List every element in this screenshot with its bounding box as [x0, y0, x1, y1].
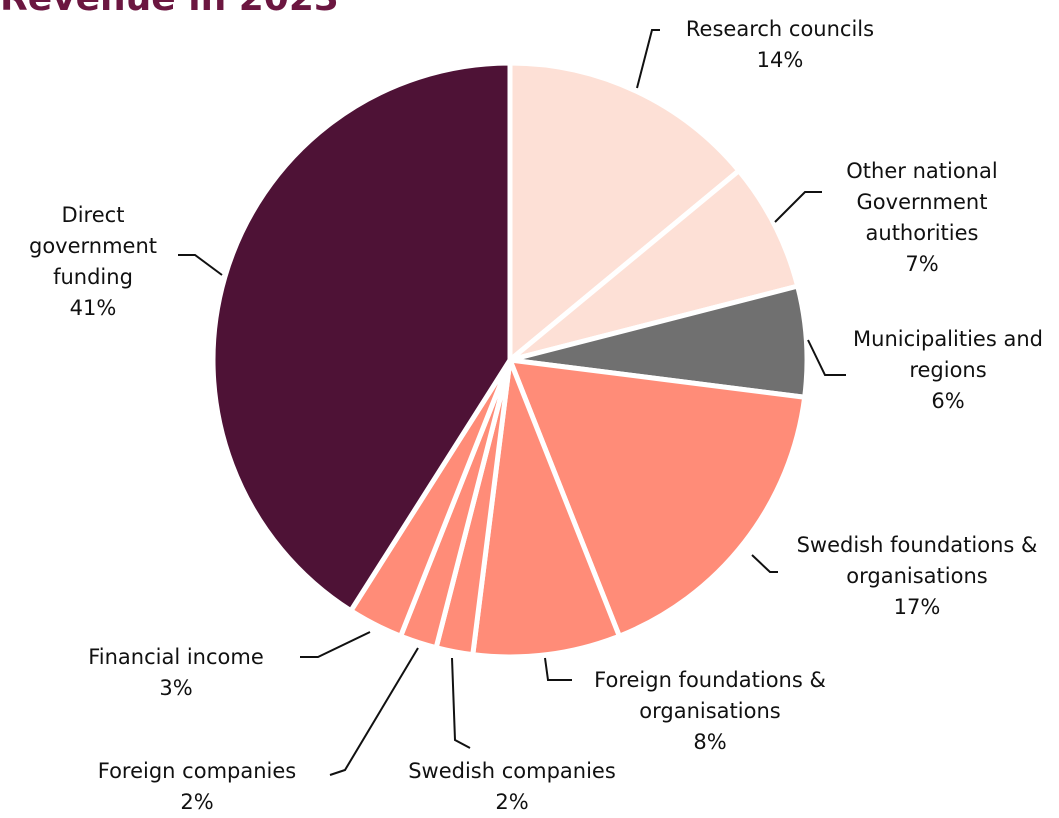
value-label: 2%	[495, 790, 529, 814]
category-label: Research councils	[685, 17, 875, 41]
value-label: 3%	[159, 676, 193, 700]
slice-label: Municipalities and regions 6%	[853, 324, 1043, 417]
slice-label: Financial income 3%	[46, 642, 306, 704]
category-label: Municipalities and regions	[853, 327, 1043, 382]
leader-line	[774, 191, 822, 223]
leader-line	[751, 554, 778, 573]
value-label: 6%	[931, 389, 965, 413]
leader-line	[807, 339, 846, 376]
pie-slice	[470, 357, 622, 660]
value-label: 41%	[69, 296, 117, 320]
slice-label: Other national Government authorities 7%	[822, 156, 1022, 280]
slice-label: Foreign companies 2%	[57, 756, 337, 818]
value-label: 7%	[905, 252, 939, 276]
leader-lines	[178, 29, 846, 776]
pie	[210, 60, 810, 660]
leader-line	[329, 647, 419, 776]
pie-slice	[507, 357, 808, 639]
slice-label: Swedish foundations & organisations 17%	[777, 530, 1057, 623]
value-label: 2%	[180, 790, 214, 814]
slice-label: Swedish companies 2%	[372, 756, 652, 818]
leader-line	[451, 657, 471, 749]
leader-line	[636, 29, 660, 89]
pie-slice	[210, 60, 513, 614]
pie-slice	[507, 60, 742, 363]
category-label: Swedish companies	[408, 759, 616, 783]
leader-line	[544, 657, 572, 681]
category-label: Financial income	[88, 645, 264, 669]
category-label: Other national Government authorities	[846, 159, 998, 245]
category-label: Swedish foundations & organisations	[796, 533, 1038, 588]
chart-title: Revenue in 2023	[0, 0, 339, 19]
slice-label: Research councils 14%	[650, 14, 910, 76]
slice-label: Direct government funding 41%	[13, 200, 173, 324]
value-label: 17%	[893, 595, 941, 619]
leader-line	[178, 254, 223, 276]
pie-slice	[507, 168, 801, 363]
category-label: Foreign companies	[97, 759, 297, 783]
slice-label: Foreign foundations & organisations 8%	[570, 665, 850, 758]
leader-line	[300, 631, 371, 658]
category-label: Foreign foundations & organisations	[594, 668, 826, 723]
category-label: Direct government funding	[28, 203, 158, 289]
value-label: 14%	[756, 48, 804, 72]
value-label: 8%	[693, 730, 727, 754]
